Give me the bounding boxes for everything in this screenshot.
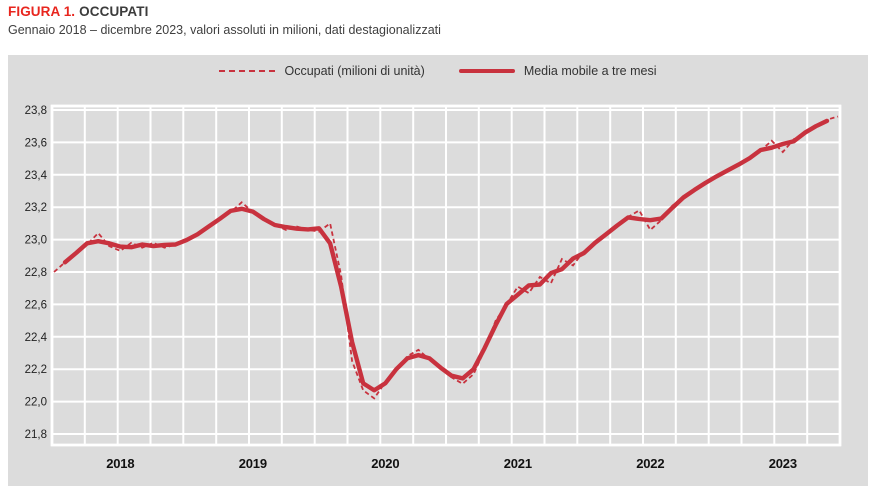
- legend-label-occupati: Occupati (milioni di unità): [284, 64, 425, 78]
- data-series: [53, 115, 839, 400]
- y-tick-label: 22,8: [25, 267, 47, 279]
- plot-border-rect: [50, 104, 842, 447]
- y-tick-label: 22,6: [25, 299, 47, 311]
- x-tick-label: 2021: [504, 456, 532, 471]
- line-chart: 23,8 23,6 23,4 23,2 23,0 22,8 22,6 22,4 22,2 22,0…: [25, 104, 842, 471]
- x-tick-label: 2019: [239, 456, 267, 471]
- solid-line-swatch: [458, 69, 515, 73]
- y-tick-label: 23,6: [25, 137, 47, 149]
- x-tick-label: 2022: [636, 456, 664, 471]
- dashed-line-swatch: [219, 70, 276, 72]
- y-tick-label: 23,0: [25, 235, 47, 247]
- y-tick-label: 22,0: [25, 397, 47, 409]
- legend-label-media-mobile: Media mobile a tre mesi: [523, 64, 657, 78]
- figure-label: FIGURA 1.: [8, 4, 76, 19]
- chart-legend: Occupati (milioni di unità) Media mobile…: [8, 64, 868, 78]
- figure-title: OCCUPATI: [79, 4, 149, 19]
- y-axis-labels: 23,8 23,6 23,4 23,2 23,0 22,8 22,6 22,4 22,2 22,0…: [25, 105, 48, 441]
- y-tick-label: 23,8: [25, 105, 47, 117]
- y-tick-label: 21,8: [25, 429, 47, 441]
- series-media-mobile-solid-line: [62, 118, 830, 393]
- vertical-gridlines: [83, 107, 809, 444]
- y-tick-label: 23,4: [25, 170, 48, 182]
- chart-panel: Occupati (milioni di unità) Media mobile…: [8, 55, 868, 486]
- figure-subtitle: Gennaio 2018 – dicembre 2023, valori ass…: [8, 23, 441, 37]
- plot-border: [50, 104, 842, 447]
- y-tick-label: 22,2: [25, 364, 47, 376]
- legend-item-media-mobile: Media mobile a tre mesi: [458, 64, 657, 78]
- legend-item-occupati: Occupati (milioni di unità): [219, 64, 425, 78]
- y-tick-label: 23,2: [25, 202, 47, 214]
- x-tick-label: 2018: [106, 456, 134, 471]
- figure-header: FIGURA 1. OCCUPATI: [8, 4, 148, 19]
- y-tick-label: 22,4: [25, 332, 48, 344]
- x-axis-labels: 2018 2019 2020 2021 2022 2023: [106, 456, 797, 471]
- x-tick-label: 2020: [371, 456, 399, 471]
- x-tick-label: 2023: [769, 456, 797, 471]
